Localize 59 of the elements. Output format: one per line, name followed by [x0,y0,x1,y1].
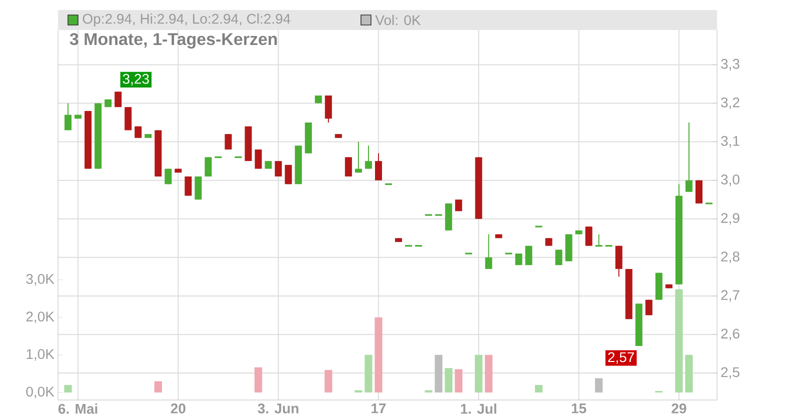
candlestick [224,134,232,150]
x-tick-label: 17 [372,404,386,414]
bar [444,368,452,392]
bar [64,384,72,392]
candlestick [114,91,122,108]
y2-tick-label: 0,0K [26,386,54,398]
chart-title: 3 Monate, 1-Tages-Kerzen [70,33,277,49]
x-tick-label: 1. Jul [460,404,496,414]
bar [434,354,442,392]
y-tick-label: 3,0 [721,174,740,186]
x-tick-label: 3. Jun [258,404,298,414]
candlestick [354,141,362,174]
y2-tick-label: 2,0K [26,312,54,324]
y-tick-label: 2,9 [721,213,740,225]
candlestick [274,160,282,177]
bar [675,289,683,392]
candlestick [364,145,372,170]
candlestick [254,148,262,170]
y-tick-label: 2,6 [721,328,740,340]
y-tick-label: 3,1 [721,136,740,148]
candlestick [695,180,702,204]
y-tick-label: 2,5 [721,367,740,379]
y2-tick-label: 3,0K [26,274,54,286]
candlestick [64,102,72,131]
candlestick [585,226,592,246]
x-tick-label: 15 [572,404,586,414]
y-tick-label: 2,8 [721,252,740,264]
y-tick-label: 3,3 [721,58,740,70]
legend-label: Vol: 0K [375,14,421,26]
bar [154,381,162,392]
annotation: 2,57 [608,352,634,364]
candlestick [555,249,562,266]
bar [254,367,262,392]
y-tick-label: 3,2 [721,97,740,110]
bar [595,378,603,392]
x-tick-label: 29 [672,404,686,414]
candlestick [204,156,212,177]
x-tick-label: 20 [170,404,186,414]
bar [324,370,332,392]
legend-label: Op:2.94, Hi:2.94, Lo:2.94, Cl:2.94 [82,13,290,27]
candlestick [485,234,492,270]
bar [454,369,462,392]
bar [685,354,693,392]
bar [374,317,382,392]
candlestick [344,156,352,177]
bar [534,384,543,392]
x-tick-label: 6. Mai [58,404,98,414]
candlestick [324,95,332,123]
bar [474,354,482,392]
candlestick [124,106,132,131]
candlestick [685,122,692,192]
annotation: 3,23 [122,74,149,86]
bar [484,354,492,392]
candlestick [374,152,382,181]
y-tick-label: 2,7 [721,290,740,302]
candlestick [594,234,604,247]
y2-tick-label: 1,0K [26,349,54,361]
bar [364,354,372,392]
candlestick [615,245,622,278]
